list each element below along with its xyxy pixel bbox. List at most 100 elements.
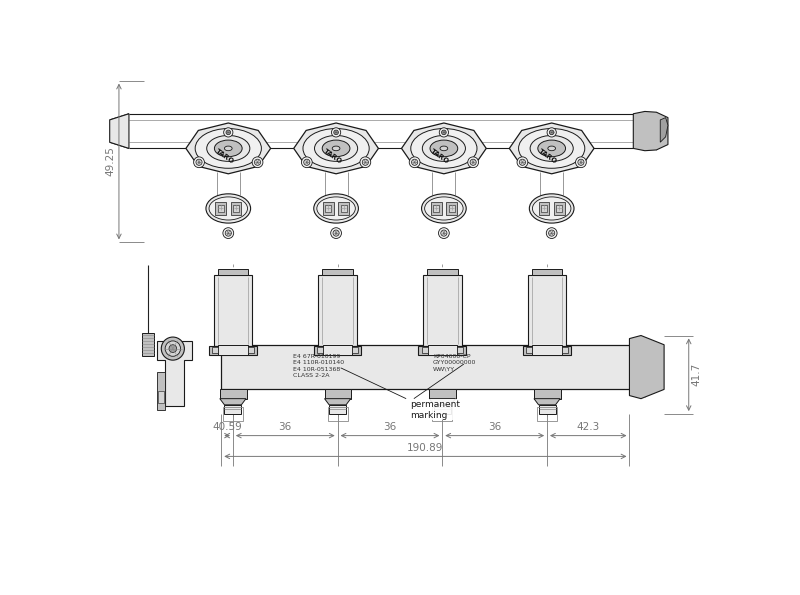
- Bar: [218, 270, 248, 275]
- Text: TARO: TARO: [322, 148, 342, 165]
- Ellipse shape: [214, 140, 242, 156]
- Circle shape: [410, 157, 420, 168]
- Bar: [528, 275, 566, 346]
- Bar: [449, 205, 454, 212]
- Circle shape: [549, 230, 554, 236]
- Bar: [325, 389, 351, 399]
- Circle shape: [252, 157, 263, 168]
- Circle shape: [578, 159, 584, 165]
- Circle shape: [362, 159, 369, 165]
- Bar: [526, 347, 533, 353]
- Circle shape: [304, 159, 310, 165]
- Bar: [328, 407, 348, 421]
- Text: E4 110R-010140: E4 110R-010140: [293, 361, 344, 365]
- Bar: [418, 346, 466, 355]
- Polygon shape: [158, 341, 192, 406]
- Bar: [352, 347, 358, 353]
- Text: 36: 36: [278, 422, 292, 432]
- Circle shape: [411, 159, 418, 165]
- Bar: [230, 202, 242, 215]
- Bar: [533, 345, 562, 355]
- Ellipse shape: [225, 146, 232, 151]
- Circle shape: [224, 128, 233, 137]
- Bar: [225, 405, 242, 414]
- Bar: [554, 202, 565, 215]
- Bar: [428, 345, 457, 355]
- Bar: [341, 205, 347, 212]
- Bar: [541, 205, 547, 212]
- Ellipse shape: [430, 140, 458, 156]
- Bar: [538, 405, 555, 414]
- Polygon shape: [430, 399, 455, 405]
- Ellipse shape: [422, 194, 466, 223]
- Bar: [218, 345, 247, 355]
- Bar: [338, 202, 349, 215]
- Polygon shape: [534, 399, 560, 405]
- Bar: [534, 389, 561, 399]
- Ellipse shape: [538, 140, 566, 156]
- Text: GYY00000000: GYY00000000: [433, 361, 477, 365]
- Bar: [537, 407, 557, 421]
- Bar: [247, 347, 254, 353]
- Bar: [562, 347, 568, 353]
- Circle shape: [331, 128, 341, 137]
- Bar: [556, 205, 562, 212]
- Bar: [446, 202, 457, 215]
- Bar: [433, 205, 439, 212]
- Bar: [538, 202, 550, 215]
- Polygon shape: [634, 111, 668, 151]
- Bar: [430, 202, 442, 215]
- Bar: [430, 389, 456, 399]
- Circle shape: [550, 130, 554, 134]
- Circle shape: [517, 157, 528, 168]
- Circle shape: [330, 228, 342, 239]
- Bar: [314, 346, 362, 355]
- Circle shape: [169, 345, 177, 352]
- Text: E4 67R-010199: E4 67R-010199: [293, 354, 341, 359]
- Circle shape: [360, 157, 370, 168]
- Ellipse shape: [206, 136, 250, 161]
- Ellipse shape: [314, 136, 358, 161]
- Bar: [212, 347, 218, 353]
- Polygon shape: [158, 372, 165, 410]
- Polygon shape: [325, 399, 350, 405]
- Ellipse shape: [209, 197, 247, 220]
- Ellipse shape: [518, 129, 585, 168]
- Bar: [326, 205, 331, 212]
- Polygon shape: [186, 123, 270, 174]
- Text: TARO: TARO: [538, 148, 558, 165]
- Polygon shape: [220, 399, 246, 405]
- Ellipse shape: [206, 194, 250, 223]
- Bar: [215, 202, 226, 215]
- Text: E4 10R-051368: E4 10R-051368: [293, 367, 340, 372]
- Ellipse shape: [425, 197, 463, 220]
- Circle shape: [547, 128, 556, 137]
- Circle shape: [223, 228, 234, 239]
- Circle shape: [546, 228, 557, 239]
- Circle shape: [196, 159, 202, 165]
- Circle shape: [162, 337, 184, 360]
- Text: CLASS 2-2A: CLASS 2-2A: [293, 374, 330, 378]
- Ellipse shape: [548, 146, 555, 151]
- Bar: [317, 347, 323, 353]
- Text: TARO: TARO: [430, 148, 450, 165]
- Text: 42.3: 42.3: [577, 422, 600, 432]
- Polygon shape: [110, 114, 129, 148]
- Polygon shape: [660, 118, 668, 142]
- Circle shape: [334, 130, 338, 134]
- Polygon shape: [142, 333, 154, 356]
- Bar: [220, 389, 246, 399]
- Circle shape: [302, 157, 312, 168]
- Bar: [457, 347, 463, 353]
- Bar: [222, 345, 634, 389]
- Text: 36: 36: [488, 422, 502, 432]
- Ellipse shape: [440, 146, 448, 151]
- Circle shape: [468, 157, 478, 168]
- Polygon shape: [294, 123, 378, 174]
- Circle shape: [442, 130, 446, 134]
- Ellipse shape: [422, 136, 466, 161]
- Ellipse shape: [322, 140, 350, 156]
- Bar: [323, 345, 352, 355]
- Bar: [322, 270, 353, 275]
- Text: 190.89: 190.89: [407, 443, 443, 453]
